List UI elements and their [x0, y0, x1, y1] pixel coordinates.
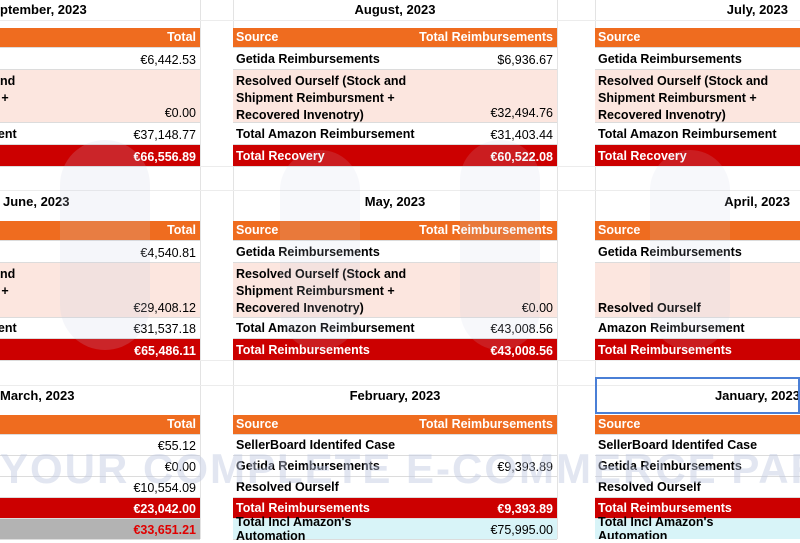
automation-total-row[interactable]: Total Incl Amazon's Automation [595, 515, 800, 539]
month-title: February, 2023 [349, 388, 441, 403]
table-header: Total Reimbursements [0, 28, 200, 62]
table-row[interactable]: rsement €37,148.77 [0, 123, 200, 145]
table-row[interactable]: rsement €31,537.18 [0, 318, 200, 339]
grid-line [0, 385, 800, 386]
table-row[interactable]: Total Amazon Reimbursement €43,008.56 [233, 318, 557, 339]
source-header[interactable]: Source [598, 417, 641, 431]
table-row[interactable]: Getida Reimbursements [233, 241, 557, 263]
table-row[interactable]: Amazon Reimbursement [595, 318, 800, 339]
total-reimbursements-header[interactable]: Total Reimbursements [95, 30, 196, 62]
table-header: Source [595, 221, 800, 241]
table-row[interactable]: Getida Reimbursements [595, 456, 800, 477]
source-header[interactable]: Source [598, 30, 641, 44]
month-title: August, 2023 [354, 2, 436, 17]
february-table: February, 2023 Source Total Reimbursemen… [233, 386, 557, 543]
month-title: May, 2023 [364, 194, 426, 209]
april-table: April, 2023 Source Getida Reimbursements… [595, 192, 800, 360]
june-table: June, 2023 Total Reimbursements ents €4,… [0, 192, 200, 361]
table-header: Source [595, 28, 800, 48]
month-title: June, 2023 [3, 194, 70, 209]
table-header: Source Total Reimbursements [233, 221, 557, 241]
table-row[interactable]: €0.00 [0, 456, 200, 477]
total-reimbursements-header[interactable]: Total Reimbursements [419, 30, 553, 44]
table-header: Source Total Reimbursements [233, 415, 557, 435]
source-header[interactable]: Source [598, 223, 641, 237]
month-title: ptember, 2023 [0, 2, 87, 17]
table-header: Total Reimbursements [0, 415, 200, 449]
total-row[interactable]: Total Recovery €60,522.08 [233, 145, 557, 167]
month-title: March, 2023 [0, 388, 75, 403]
table-row[interactable]: Resolved Ourself [595, 477, 800, 498]
grid-line [0, 190, 800, 191]
month-title: July, 2023 [726, 2, 788, 17]
may-table: May, 2023 Source Total Reimbursements Ge… [233, 192, 557, 361]
table-row[interactable]: SellerBoard Identifed Case [233, 435, 557, 456]
table-row[interactable]: SellerBoard Identifed Case [595, 435, 800, 456]
source-header[interactable]: Source [236, 30, 279, 44]
table-row[interactable]: Resolved Ourself (Stock and Shipment Rei… [233, 263, 557, 318]
total-reimbursements-header[interactable]: Total Reimbursements [419, 417, 553, 431]
grid-line [0, 20, 800, 21]
total-reimbursements-header[interactable]: Total Reimbursements [95, 223, 196, 255]
total-row[interactable]: Total Reimbursements €43,008.56 [233, 339, 557, 361]
table-row[interactable]: ents €55.12 [0, 435, 200, 456]
table-row[interactable]: Total Amazon Reimbursement [595, 123, 800, 145]
table-row[interactable]: Resolved Ourself (Stock and Shipment Rei… [233, 70, 557, 123]
january-table: January, 2023 Source SellerBoard Identif… [595, 386, 800, 539]
total-row[interactable]: ts €65,486.11 [0, 339, 200, 361]
table-row[interactable]: ents €6,442.53 [0, 48, 200, 70]
automation-total-row[interactable]: Total Incl Amazon's Automation €75,995.0… [233, 515, 557, 543]
grid-line [557, 0, 558, 539]
table-row[interactable]: Resolved Ourself [233, 477, 557, 498]
september-table: ptember, 2023 Total Reimbursements ents … [0, 0, 200, 167]
table-row[interactable]: Resolved Ourself [595, 263, 800, 318]
table-row[interactable]: ock and ment + ) €0.00 [0, 70, 200, 123]
source-header[interactable]: Source [236, 223, 279, 237]
total-row[interactable]: Total Reimbursements [595, 498, 800, 519]
table-row[interactable]: Getida Reimbursements [595, 241, 800, 263]
table-row[interactable]: €10,554.09 [0, 477, 200, 498]
table-row[interactable]: ents €4,540.81 [0, 241, 200, 263]
total-reimbursements-header[interactable]: Total Reimbursements [419, 223, 553, 237]
grid-line [200, 0, 201, 539]
month-title: January, 2023 [714, 388, 800, 403]
table-row[interactable]: Resolved Ourself (Stock and Shipment Rei… [595, 70, 800, 123]
table-row[interactable]: Getida Reimbursements €9,393.89 [233, 456, 557, 477]
total-row[interactable]: Total Recovery [595, 145, 800, 166]
total-row[interactable]: ment €23,042.00 [0, 498, 200, 519]
table-header: Total Reimbursements [0, 221, 200, 255]
table-header: Source [595, 415, 800, 435]
table-row[interactable]: Getida Reimbursements [595, 48, 800, 70]
table-row[interactable]: Total Amazon Reimbursement €31,403.44 [233, 123, 557, 145]
source-header[interactable]: Source [236, 417, 279, 431]
august-table: August, 2023 Source Total Reimbursements… [233, 0, 557, 167]
selected-cell[interactable] [595, 377, 800, 414]
july-table: July, 2023 Source Getida Reimbursements … [595, 0, 800, 166]
table-row[interactable]: Getida Reimbursements $6,936.67 [233, 48, 557, 70]
month-title: April, 2023 [724, 194, 790, 209]
grand-total-row[interactable]: s €33,651.21 [0, 519, 200, 540]
total-reimbursements-header[interactable]: Total Reimbursements [95, 417, 196, 449]
table-row[interactable]: ock and ment + ) €29,408.12 [0, 263, 200, 318]
march-table: March, 2023 Total Reimbursements ents €5… [0, 386, 200, 540]
table-header: Source Total Reimbursements [233, 28, 557, 48]
total-row[interactable]: €66,556.89 [0, 145, 200, 167]
total-row[interactable]: Total Reimbursements [595, 339, 800, 360]
total-row[interactable]: Total Reimbursements €9,393.89 [233, 498, 557, 519]
